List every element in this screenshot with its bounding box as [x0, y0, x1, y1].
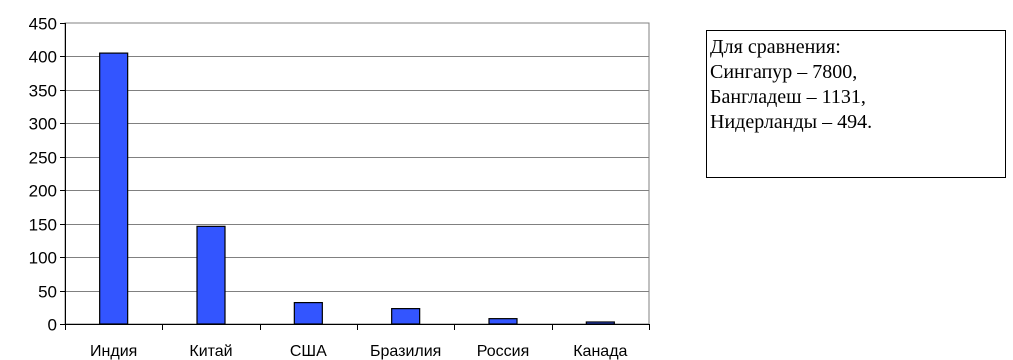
bars — [99, 52, 615, 325]
y-tick-label: 50 — [38, 283, 57, 302]
x-tick-label: Канада — [573, 343, 627, 360]
grid-lines — [65, 56, 649, 292]
bar-chart: 0 50 100 150 200 250 300 350 400 450 Индия Китай СШ… — [29, 15, 650, 360]
x-tick-label: Россия — [477, 343, 529, 360]
note-line-bangladesh: Бангладеш – 1131, — [710, 86, 866, 108]
note-line-heading: Для сравнения: — [710, 36, 841, 58]
y-tick-label: 100 — [29, 249, 57, 268]
y-tick-label: 450 — [29, 15, 57, 34]
bar — [196, 225, 226, 325]
x-tick-labels: Индия Китай США Бразилия Россия Канада — [90, 343, 628, 360]
note-line-netherlands: Нидерланды – 494. — [710, 111, 873, 133]
plot-area — [64, 22, 650, 325]
x-tick-label: Бразилия — [370, 343, 441, 360]
y-tick-label: 300 — [29, 115, 57, 134]
bar — [585, 321, 615, 325]
comparison-note: Для сравнения: Сингапур – 7800, Бангладе… — [706, 30, 1006, 178]
bar — [488, 318, 518, 325]
y-tick-label: 150 — [29, 216, 57, 235]
note-line-singapore: Сингапур – 7800, — [710, 61, 858, 83]
x-tick-label: Китай — [189, 343, 232, 360]
bar — [293, 301, 323, 325]
y-tick-label: 0 — [48, 316, 57, 335]
y-tick-label: 400 — [29, 48, 57, 67]
y-tick-labels: 0 50 100 150 200 250 300 350 400 450 — [29, 15, 57, 335]
bar — [391, 308, 421, 325]
axes — [60, 23, 650, 330]
y-tick-label: 200 — [29, 182, 57, 201]
y-tick-label: 250 — [29, 149, 57, 168]
x-tick-label: США — [290, 343, 327, 360]
x-tick-label: Индия — [90, 343, 137, 360]
bar — [99, 52, 129, 325]
y-tick-label: 350 — [29, 82, 57, 101]
